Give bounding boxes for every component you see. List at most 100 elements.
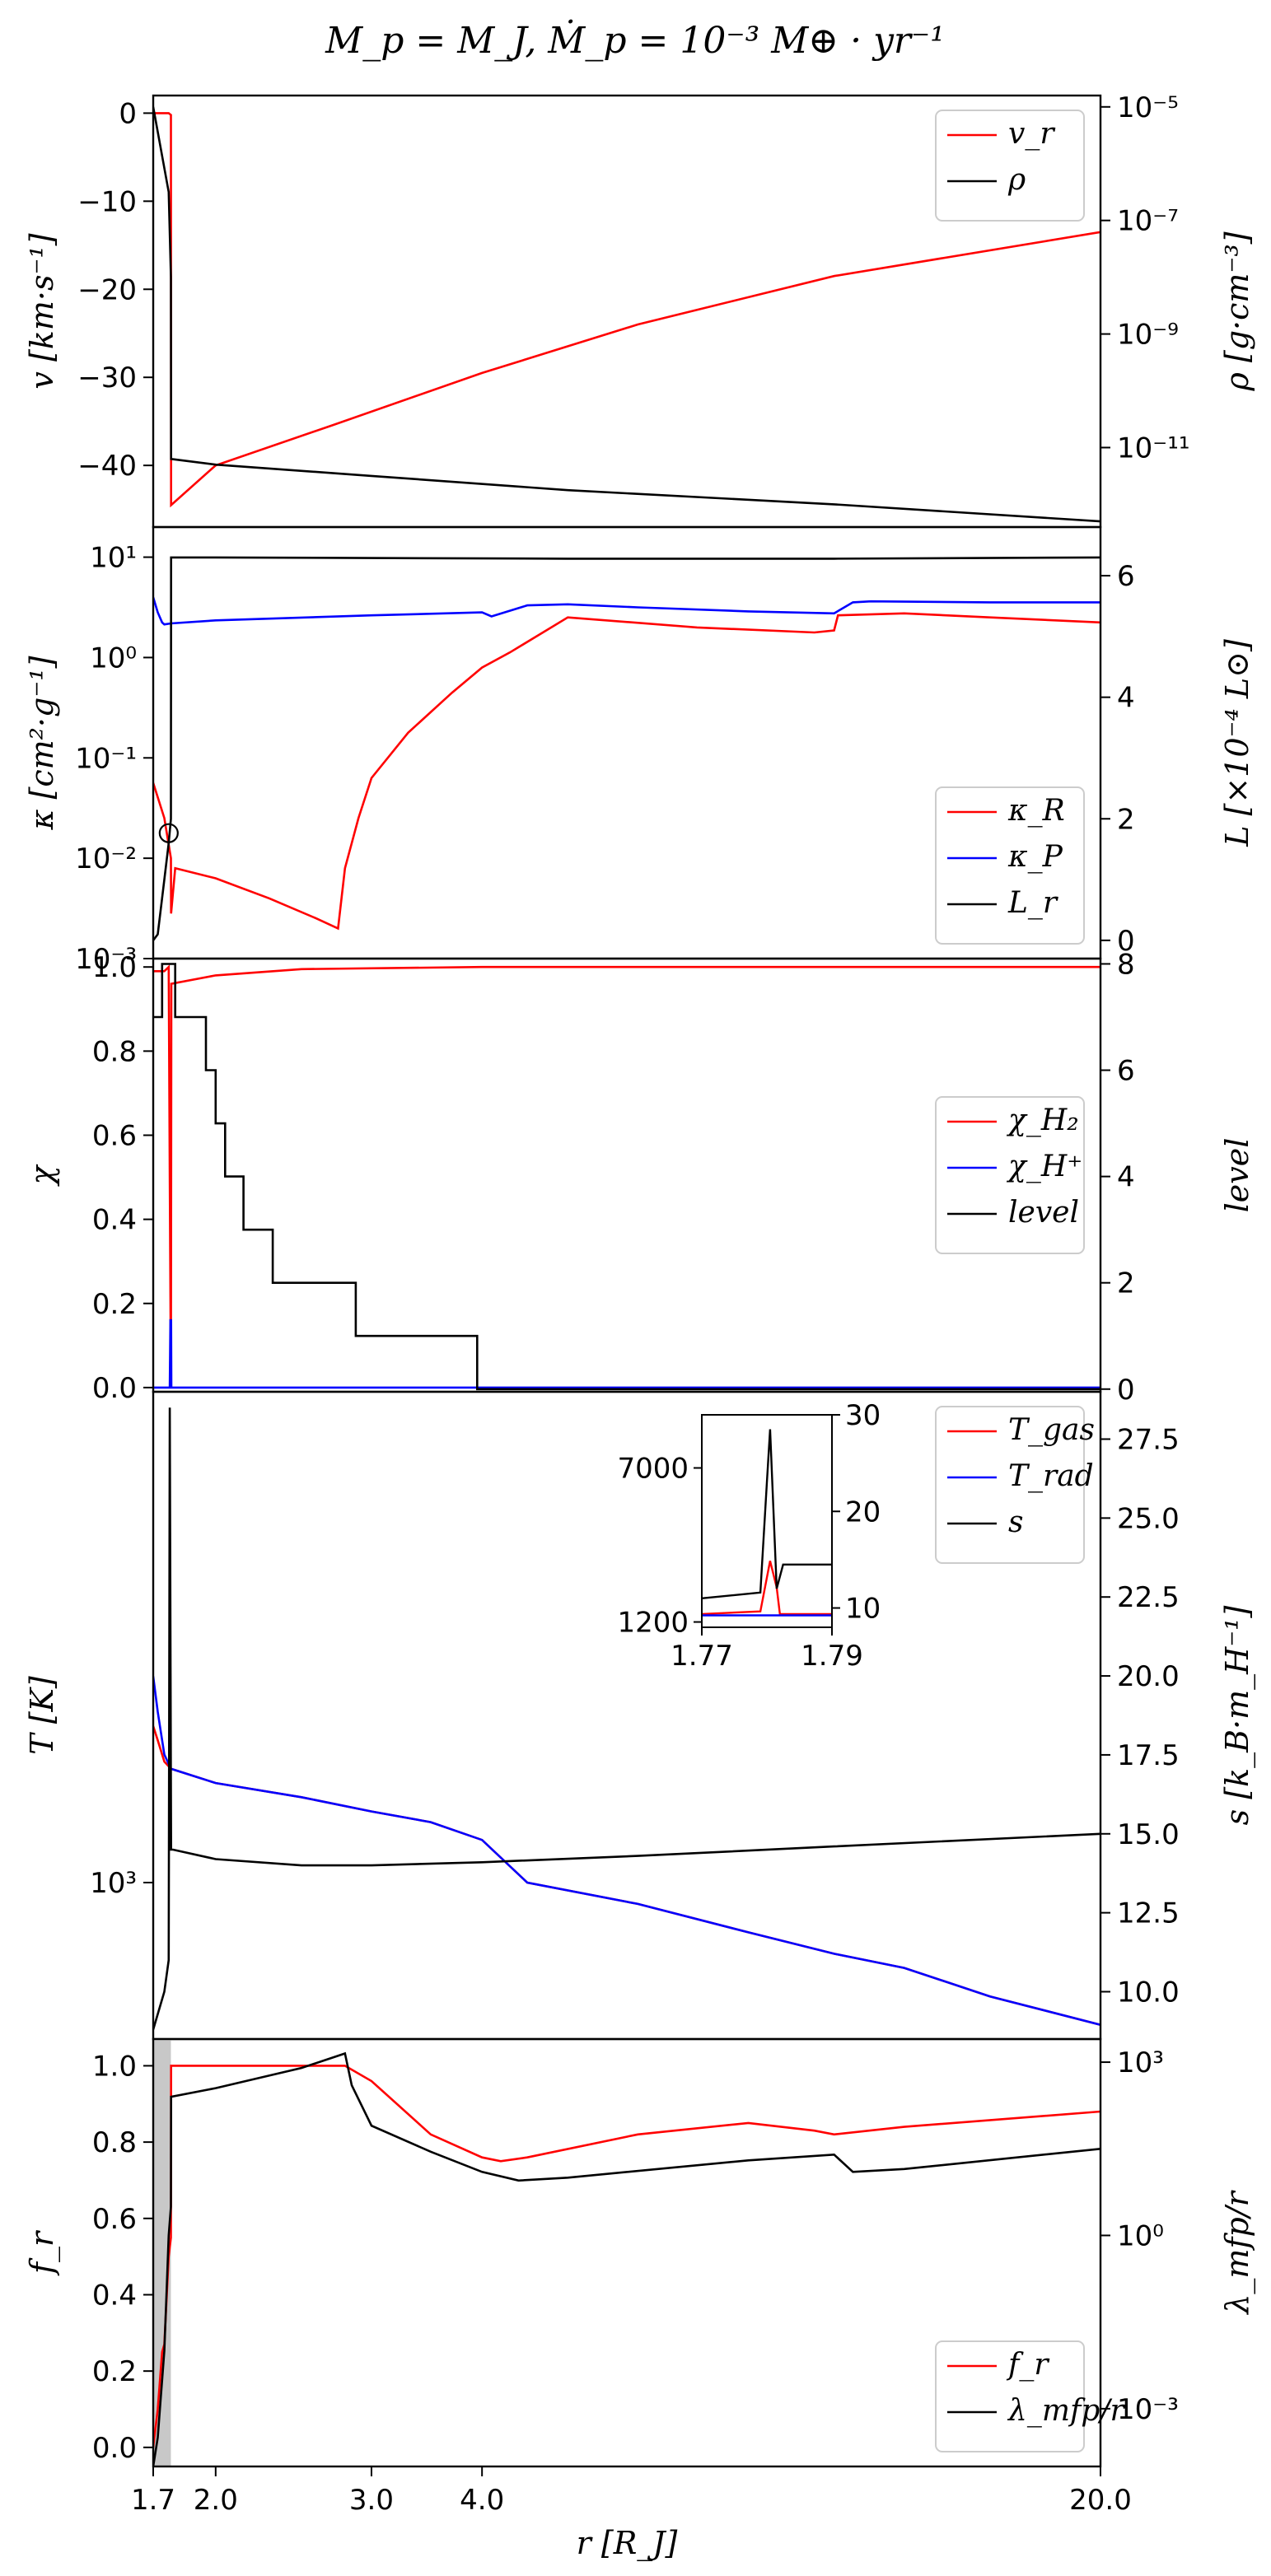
y-tick-label: 0.0 [92, 1372, 137, 1405]
legend: χ_H₂ χ_H⁺level [935, 1096, 1085, 1254]
y-tick-label: 0.2 [92, 1288, 137, 1321]
y-tick-label: 10⁰ [90, 642, 137, 674]
series-group [153, 963, 1100, 1391]
y-axis-label: T [K] [24, 1676, 60, 1755]
legend: v_r ρ [935, 110, 1085, 222]
legend: κ_R κ_P L_r [935, 786, 1085, 945]
y2-tick-label: 8 [1117, 948, 1135, 981]
y-tick-label: 0.8 [92, 2126, 137, 2159]
series-line-0 [153, 612, 1100, 931]
y2-tick-label: 4 [1117, 1161, 1135, 1194]
x-axis-label: r [R_J] [577, 2525, 678, 2562]
y2-tick-label: 25.0 [1117, 1502, 1180, 1535]
x-tick-label: 2.0 [194, 2484, 238, 2517]
inset-y2-tick-label: 20 [845, 1496, 881, 1528]
y2-tick-label: 10⁻³ [1117, 2393, 1179, 2426]
series-line-0 [153, 1725, 1100, 2026]
inset-x-tick-label: 1.79 [801, 1640, 863, 1673]
series-line-1 [153, 106, 1100, 523]
y-tick-label: 10³ [90, 1867, 137, 1900]
circle-marker [158, 823, 179, 843]
y2-tick-label: 10.0 [1117, 1976, 1180, 2009]
y2-tick-label: 12.5 [1117, 1897, 1180, 1930]
y-tick-label: 0.4 [92, 1204, 137, 1237]
y2-axis-label: L [×10⁻⁴ L⊙] [1219, 639, 1255, 847]
legend-entry: κ_R [1007, 794, 1065, 828]
series-line-2 [153, 556, 1100, 941]
legend-entry: T_rad [1008, 1459, 1094, 1493]
y-tick-label: 0 [119, 97, 137, 130]
inset-y-tick-label: 1200 [617, 1607, 689, 1640]
y2-tick-label: 10⁻⁵ [1117, 91, 1179, 124]
y2-tick-label: 20.0 [1117, 1660, 1180, 1693]
y2-tick-label: 4 [1117, 682, 1135, 715]
y-tick-label: 1.0 [92, 2050, 137, 2083]
inset-y2-tick-label: 30 [845, 1399, 881, 1432]
legend-entry: f_r [1006, 2348, 1049, 2382]
y2-tick-label: 10⁻⁹ [1117, 319, 1179, 352]
legend-entry: χ_H₂ [1006, 1104, 1079, 1137]
y-axis-label: f_r [24, 2229, 61, 2276]
y2-tick-label: 17.5 [1117, 1739, 1180, 1772]
panels: 0 −10 −20 −30 −40 10⁻⁵ 10⁻⁷ 10⁻⁹ 10⁻¹¹ v [km·s⁻¹]… [24, 91, 1256, 2562]
legend-box [935, 2340, 1085, 2452]
y-tick-label: −20 [77, 273, 137, 306]
y2-tick-label: 10³ [1117, 2046, 1164, 2079]
y2-tick-label: 10⁰ [1117, 2219, 1164, 2252]
y2-axis-label: ρ [g·cm⁻³] [1219, 231, 1255, 391]
y-tick-label: 0.6 [92, 1119, 137, 1152]
legend-entry: s [1008, 1505, 1023, 1539]
y2-tick-label: 0 [1117, 925, 1135, 958]
panel-opacity-luminosity: 10¹ 10⁰ 10⁻¹ 10⁻² 10⁻³ 0 2 4 6 κ [cm²·g⁻¹] L [×10⁻… [24, 525, 1255, 976]
inset-y2-tick-label: 10 [845, 1593, 881, 1626]
y2-tick-label: 2 [1117, 803, 1135, 836]
inset-x-tick-label: 1.77 [671, 1640, 733, 1673]
legend-entry: v_r [1008, 117, 1055, 151]
y2-axis-label: level [1219, 1138, 1255, 1213]
y-tick-label: −40 [77, 450, 137, 483]
y-tick-label: −30 [77, 362, 137, 394]
y-tick-label: 0.8 [92, 1035, 137, 1068]
x-tick-label: 3.0 [349, 2484, 394, 2517]
panel-temperature-entropy: 10³ 27.5 25.0 22.5 20.0 17.5 15.0 12.5 10.0 T [K]… [24, 1390, 1256, 2041]
y-tick-label: 0.2 [92, 2355, 137, 2388]
y-tick-label: 0.0 [92, 2432, 137, 2465]
legend-entry: T_gas [1008, 1413, 1095, 1447]
x-tick-label: 1.7 [131, 2484, 175, 2517]
series-line-1 [153, 1318, 1100, 1389]
y2-axis-label: s [k_B·m_H⁻¹] [1219, 1605, 1256, 1825]
legend-entry: χ_H⁺ [1006, 1150, 1082, 1183]
y2-tick-label: 27.5 [1117, 1424, 1180, 1457]
series-group [153, 556, 1100, 941]
y2-tick-label: 10⁻¹¹ [1117, 432, 1189, 464]
y2-tick-label: 6 [1117, 1055, 1135, 1088]
axes-frame [152, 2037, 1102, 2468]
legend-entry: level [1008, 1196, 1079, 1230]
inset-series-0 [701, 1561, 832, 1616]
y-tick-label: 0.6 [92, 2203, 137, 2236]
series-line-1 [153, 1676, 1100, 2026]
y-tick-label: 10¹ [90, 542, 137, 575]
series-group [153, 1407, 1100, 2030]
y-tick-label: 10⁻² [75, 842, 137, 875]
inset-series-2 [701, 1429, 832, 1599]
legend-box [935, 110, 1085, 222]
shaded-region [153, 2039, 171, 2466]
series-line-1 [153, 2051, 1100, 2466]
y2-tick-label: 2 [1117, 1267, 1135, 1300]
y2-tick-label: 10⁻⁷ [1117, 205, 1179, 238]
y-tick-label: 10⁻¹ [75, 742, 137, 775]
series-line-2 [153, 1407, 1100, 2030]
y-tick-label: −10 [77, 185, 137, 218]
series-group [153, 2051, 1100, 2466]
inset-frame [701, 1414, 833, 1628]
panel-velocity-density: 0 −10 −20 −30 −40 10⁻⁵ 10⁻⁷ 10⁻⁹ 10⁻¹¹ v [km·s⁻¹]… [24, 91, 1255, 529]
y2-tick-label: 0 [1117, 1374, 1135, 1407]
x-tick-label: 4.0 [460, 2484, 504, 2517]
y-axis-label: v [km·s⁻¹] [24, 233, 60, 389]
y2-tick-label: 15.0 [1117, 1818, 1180, 1851]
